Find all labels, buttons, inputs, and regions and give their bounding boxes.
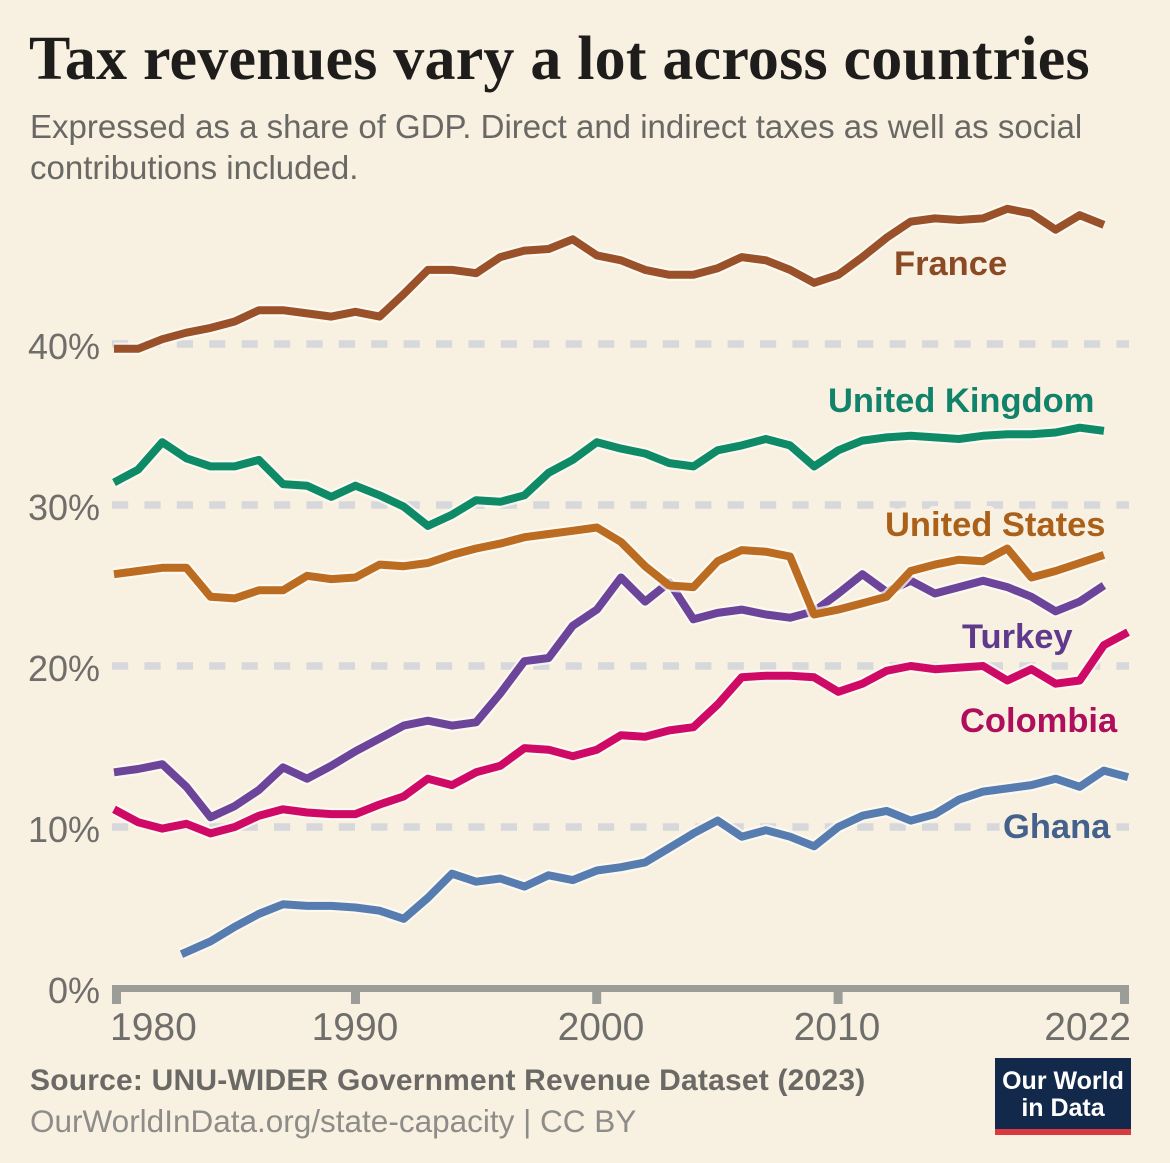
- svg-text:30%: 30%: [28, 487, 100, 528]
- svg-text:1980: 1980: [110, 1006, 197, 1049]
- svg-text:40%: 40%: [28, 326, 100, 367]
- svg-text:1990: 1990: [312, 1006, 399, 1049]
- svg-text:Turkey: Turkey: [962, 618, 1073, 656]
- svg-text:10%: 10%: [28, 809, 100, 850]
- svg-text:United Kingdom: United Kingdom: [828, 382, 1094, 420]
- svg-text:2000: 2000: [558, 1006, 645, 1049]
- svg-text:Ghana: Ghana: [1003, 808, 1111, 846]
- svg-text:United States: United States: [885, 506, 1105, 544]
- svg-text:Colombia: Colombia: [960, 702, 1118, 740]
- svg-text:France: France: [894, 245, 1007, 283]
- svg-text:2010: 2010: [794, 1006, 881, 1049]
- svg-text:0%: 0%: [48, 970, 100, 1011]
- svg-text:20%: 20%: [28, 648, 100, 689]
- svg-text:2022: 2022: [1044, 1006, 1131, 1049]
